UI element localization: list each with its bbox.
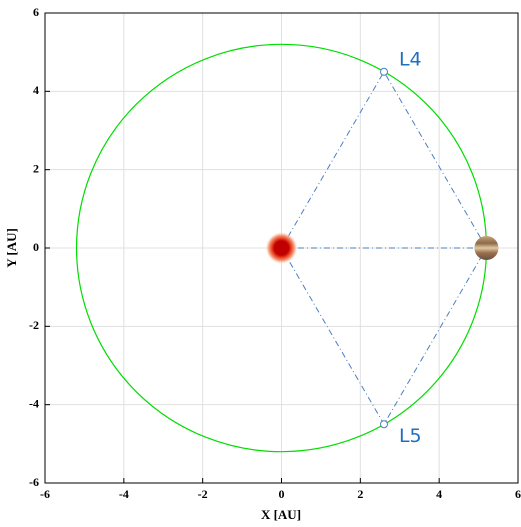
x-tick-label: 4 [436,487,442,501]
x-tick-label: 6 [515,487,521,501]
jupiter [474,236,499,260]
sun [265,232,298,264]
lagrange-point [379,420,388,429]
x-tick-label: 0 [279,487,285,501]
y-tick-label: 6 [33,5,39,19]
y-tick-label: -6 [29,475,39,489]
lagrange-label: L5 [399,425,422,447]
x-tick-label: -2 [198,487,208,501]
x-tick-label: -6 [40,487,50,501]
lagrange-label: L4 [399,48,422,70]
y-tick-label: 4 [33,83,39,97]
lagrange-point [379,67,388,76]
x-tick-label: -4 [119,487,129,501]
y-tick-label: -4 [29,396,39,410]
x-axis-label: X [AU] [261,507,301,522]
y-tick-label: 0 [33,240,39,254]
connection-lines [280,70,488,426]
x-tick-label: 2 [357,487,363,501]
y-tick-label: -2 [29,318,39,332]
y-tick-label: 2 [33,161,39,175]
plot-frame [44,12,519,484]
y-axis-label: Y [AU] [4,228,19,268]
